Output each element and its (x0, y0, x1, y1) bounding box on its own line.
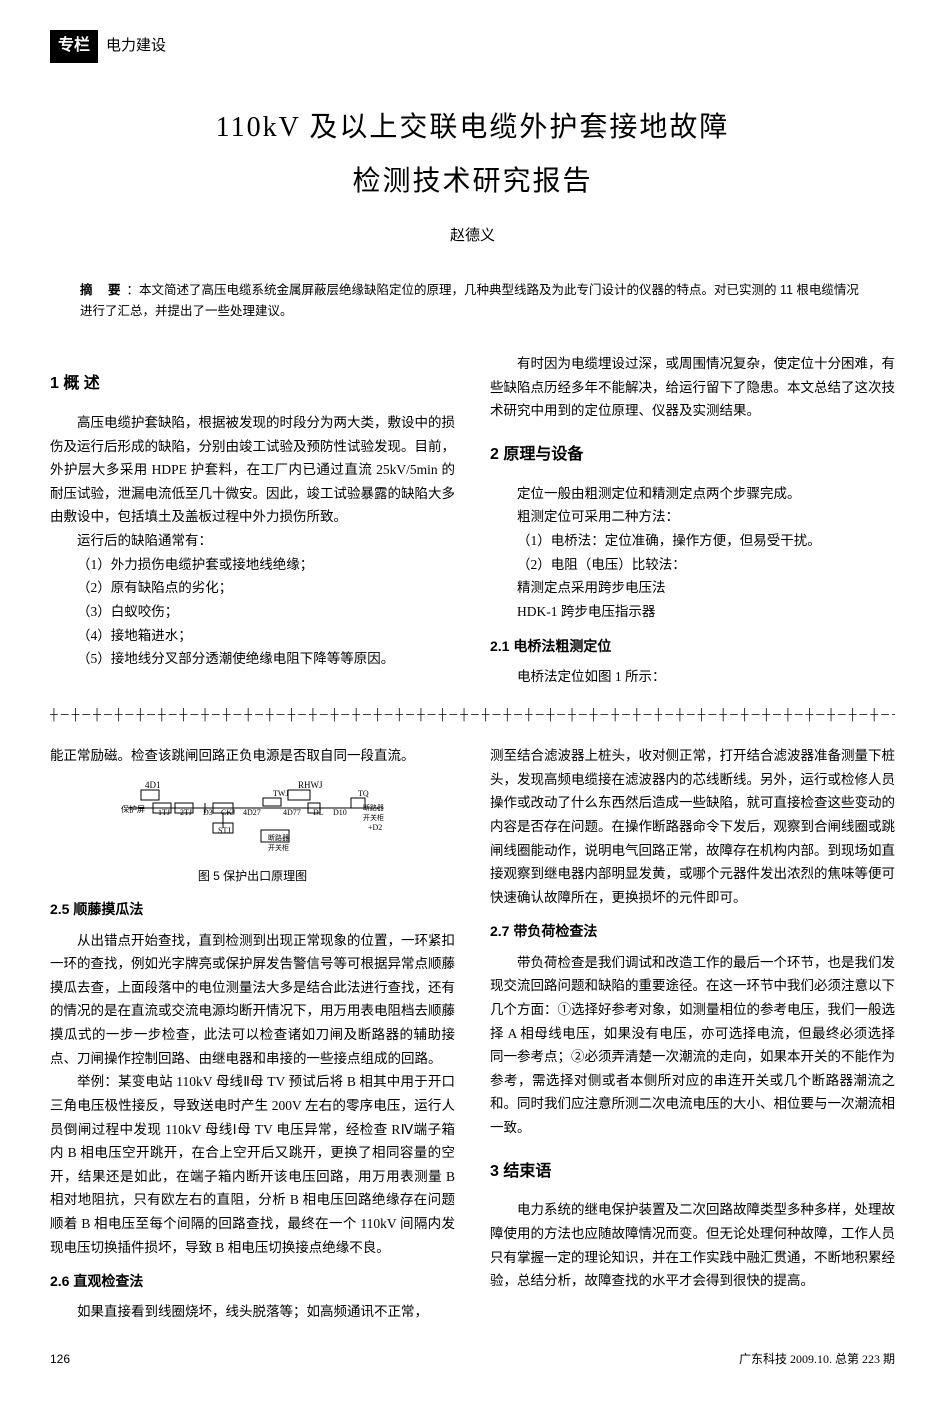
svg-text:开关柜: 开关柜 (268, 843, 289, 852)
svg-text:1TJ: 1TJ (158, 808, 170, 817)
br-pcont: 测至结合滤波器上桩头，收对侧正常，打开结合滤波器准备测量下桩头，发现高频电缆接在… (490, 744, 895, 909)
svg-text:2TJ: 2TJ (180, 808, 192, 817)
bottom-columns: 能正常励磁。检查该跳闸回路正负电源是否取自同一段直流。 (50, 744, 895, 1324)
svg-text:4D27: 4D27 (243, 808, 261, 817)
bl-plead: 能正常励磁。检查该跳闸回路正负电源是否取自同一段直流。 (50, 744, 455, 768)
p25-1: 从出错点开始查找，直到检测到出现正常现象的位置，一环紧扣一环的查找，例如光字牌亮… (50, 929, 455, 1071)
s1-p1: 高压电缆护套缺陷，根据被发现的时段分为两大类，敷设中的损伤及运行后形成的缺陷，分… (50, 411, 455, 529)
tr-p1: 有时因为电缆埋设过深，或周围情况复杂，使定位十分困难，有些缺陷点历经多年不能解决… (490, 352, 895, 423)
abstract-text: ：本文简述了高压电缆系统金属屏蔽层绝缘缺陷定位的原理，几种典型线路及为此专门设计… (80, 283, 859, 318)
s1-li5: （5）接地线分叉部分透潮使绝缘电阻下降等等原因。 (50, 647, 455, 671)
svg-text:断路器: 断路器 (268, 833, 289, 842)
s1-li2: （2）原有缺陷点的劣化； (50, 576, 455, 600)
article-title-line1: 110kV 及以上交联电缆外护套接地故障 (50, 103, 895, 153)
p3-1: 电力系统的继电保护装置及二次回路故障类型多种多样，处理故障使用的方法也应随故障情… (490, 1198, 895, 1293)
svg-text:TWJ: TWJ (273, 789, 289, 798)
article-title-line2: 检测技术研究报告 (50, 157, 895, 207)
abstract-label: 摘 要 (80, 283, 126, 297)
tr-p4: 精测定点采用跨步电压法 (490, 576, 895, 600)
svg-text:DL: DL (313, 808, 324, 817)
figure-5-caption: 图 5 保护出口原理图 (50, 866, 455, 888)
svg-text:RHWJ: RHWJ (298, 780, 323, 790)
publication-info: 广东科技 2009.10. 总第 223 期 (739, 1349, 895, 1371)
tr-li2: （2）电阻（电压）比较法： (490, 553, 895, 577)
author-name: 赵德义 (50, 223, 895, 250)
svg-text:开关柜: 开关柜 (363, 813, 384, 822)
page-number: 126 (50, 1349, 70, 1371)
svg-text:4D1: 4D1 (145, 780, 161, 790)
svg-text:保护屏: 保护屏 (121, 804, 145, 814)
page-footer: 126 广东科技 2009.10. 总第 223 期 (50, 1349, 895, 1371)
svg-text:TQ: TQ (358, 789, 369, 798)
tr-p3: 粗测定位可采用二种方法： (490, 505, 895, 529)
s1-li3: （3）白蚁咬伤； (50, 600, 455, 624)
tr-p6: 电桥法定位如图 1 所示： (490, 665, 895, 689)
s1-li4: （4）接地箱进水； (50, 624, 455, 648)
section-separator: ┼─┼─┼─┼─┼─┼─┼─┼─┼─┼─┼─┼─┼─┼─┼─┼─┼─┼─┼─┼─… (50, 706, 895, 726)
figure-5-diagram: 4D1 RHWJ 保护屏 1TJ 2TJ D3 CKJ 4D27 TWJ 4D77 DL D10 TQ 断… (50, 778, 455, 856)
svg-text:断路器: 断路器 (363, 803, 384, 812)
section-2-5-title: 2.5 顺藤摸瓜法 (50, 897, 455, 922)
svg-text:D10: D10 (333, 808, 347, 817)
category-label: 电力建设 (106, 32, 166, 59)
section-1-title: 1 概 述 (50, 370, 455, 399)
bottom-right-col: 测至结合滤波器上桩头，收对侧正常，打开结合滤波器准备测量下桩头，发现高频电缆接在… (490, 744, 895, 1324)
bottom-left-col: 能正常励磁。检查该跳闸回路正负电源是否取自同一段直流。 (50, 744, 455, 1324)
column-label: 专栏 (50, 30, 98, 63)
svg-text:D3: D3 (203, 808, 213, 817)
abstract-block: 摘 要：本文简述了高压电缆系统金属屏蔽层绝缘缺陷定位的原理，几种典型线路及为此专… (80, 280, 865, 323)
top-right-col: 有时因为电缆埋设过深，或周围情况复杂，使定位十分困难，有些缺陷点历经多年不能解决… (490, 352, 895, 688)
p25-2: 举例：某变电站 110kV 母线Ⅱ母 TV 预试后将 B 相其中用于开口三角电压… (50, 1070, 455, 1259)
s1-p2: 运行后的缺陷通常有： (50, 529, 455, 553)
svg-text:STJ: STJ (218, 826, 230, 835)
top-columns: 1 概 述 高压电缆护套缺陷，根据被发现的时段分为两大类，敷设中的损伤及运行后形… (50, 352, 895, 688)
page-header: 专栏 电力建设 (50, 30, 895, 63)
p26-1: 如果直接看到线圈烧坏，线头脱落等；如高频通讯不正常， (50, 1300, 455, 1324)
section-2-6-title: 2.6 直观检查法 (50, 1269, 455, 1294)
s1-li1: （1）外力损伤电缆护套或接地线绝缘； (50, 553, 455, 577)
p27-1: 带负荷检查是我们调试和改造工作的最后一个环节，也是我们发现交流回路问题和缺陷的重… (490, 951, 895, 1140)
section-2-title: 2 原理与设备 (490, 441, 895, 470)
svg-text:+D2: +D2 (368, 823, 382, 832)
tr-p2: 定位一般由粗测定位和精测定点两个步骤完成。 (490, 482, 895, 506)
top-left-col: 1 概 述 高压电缆护套缺陷，根据被发现的时段分为两大类，敷设中的损伤及运行后形… (50, 352, 455, 688)
section-2-7-title: 2.7 带负荷检查法 (490, 919, 895, 944)
svg-text:CKJ: CKJ (221, 808, 235, 817)
tr-p5: HDK-1 跨步电压指示器 (490, 600, 895, 624)
section-2-1-title: 2.1 电桥法粗测定位 (490, 634, 895, 659)
svg-text:4D77: 4D77 (283, 808, 301, 817)
tr-li1: （1）电桥法：定位准确，操作方便，但易受干扰。 (490, 529, 895, 553)
section-3-title: 3 结束语 (490, 1158, 895, 1187)
